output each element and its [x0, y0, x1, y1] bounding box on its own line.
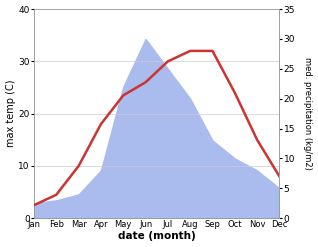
Y-axis label: max temp (C): max temp (C): [5, 80, 16, 147]
Y-axis label: med. precipitation (kg/m2): med. precipitation (kg/m2): [303, 57, 313, 170]
X-axis label: date (month): date (month): [118, 231, 196, 242]
